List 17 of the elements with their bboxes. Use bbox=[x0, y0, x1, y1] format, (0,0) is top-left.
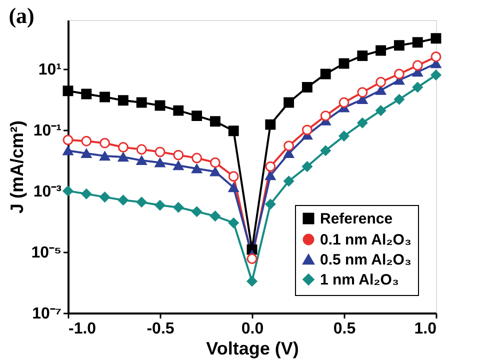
y-tick-label: 10⁻⁵ bbox=[31, 244, 62, 262]
legend-label: 1 nm Al₂O₃ bbox=[320, 272, 399, 288]
y-tick-label: 10¹ bbox=[38, 61, 62, 78]
y-tick-label: 10⁻³ bbox=[33, 183, 62, 200]
x-tick-label: -0.5 bbox=[146, 320, 174, 338]
y-tick-label: 10⁻¹ bbox=[33, 122, 62, 140]
x-tick-label: 1.0 bbox=[414, 320, 437, 338]
legend-label: 0.1 nm Al₂O₃ bbox=[320, 232, 412, 248]
x-tick-label: 0.5 bbox=[333, 320, 356, 338]
x-tick-label: -1.0 bbox=[68, 320, 96, 338]
chart-title: (a) bbox=[8, 3, 34, 28]
x-axis-title: Voltage (V) bbox=[206, 338, 299, 358]
y-tick-label: 10⁻⁷ bbox=[32, 306, 62, 322]
y-axis-title: J (mA/cm²) bbox=[7, 120, 28, 214]
x-tick-label: 0.0 bbox=[241, 320, 264, 338]
legend-label: 0.5 nm Al₂O₃ bbox=[320, 252, 412, 268]
legend-label: Reference bbox=[320, 210, 393, 228]
